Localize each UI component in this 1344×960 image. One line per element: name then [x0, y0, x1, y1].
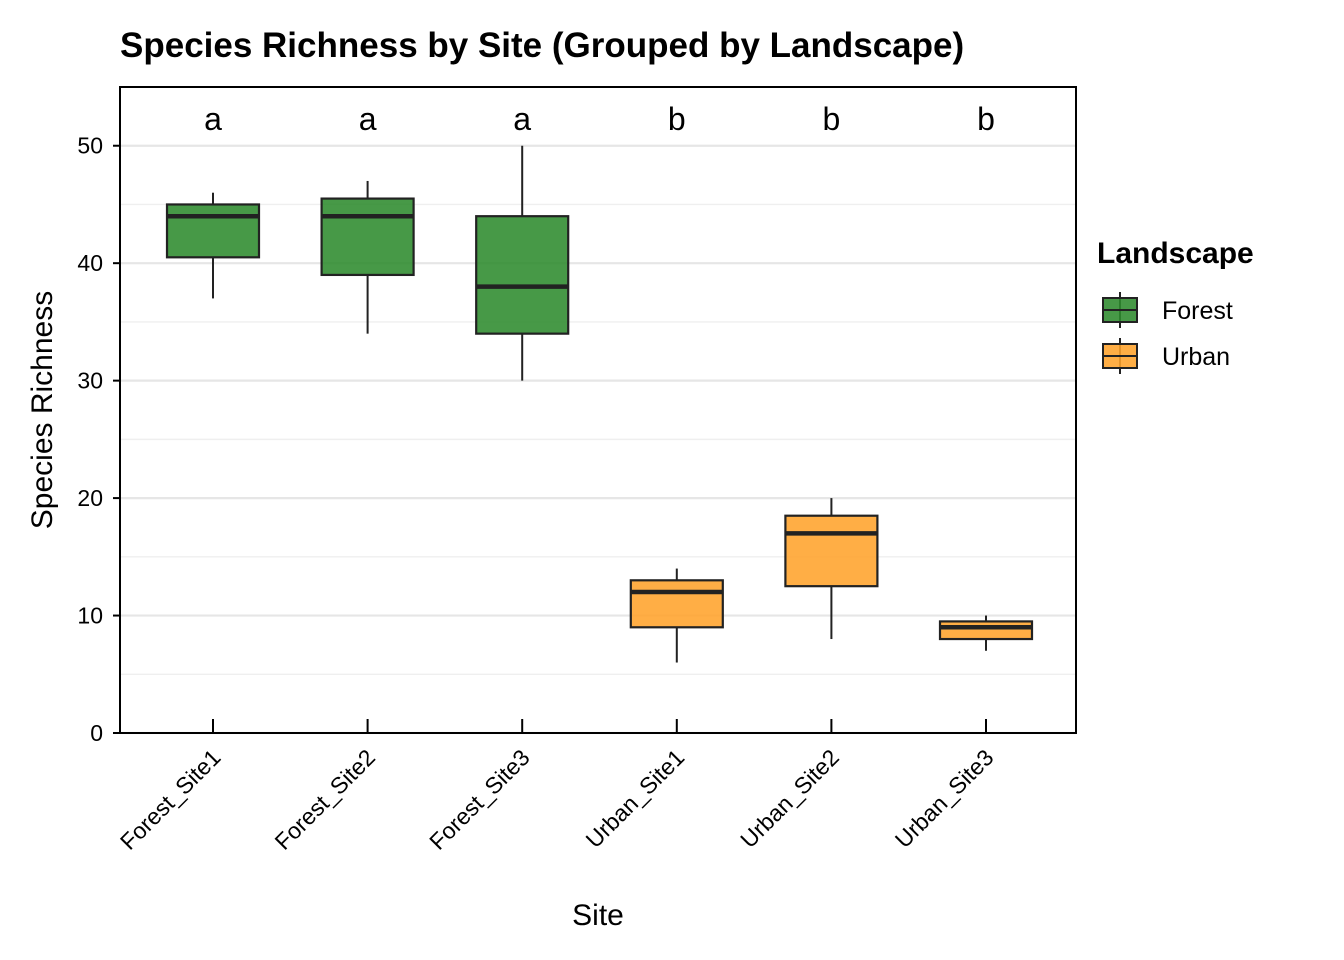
box-iqr: [784, 514, 879, 588]
box-urban-site2: [784, 498, 879, 640]
y-tick-label: 20: [77, 485, 103, 511]
box-iqr: [320, 197, 415, 277]
box-iqr: [938, 620, 1034, 641]
y-tick-label: 0: [90, 720, 103, 746]
legend-label: Urban: [1162, 343, 1230, 371]
y-axis: 0 10 20 30 40 50: [77, 133, 120, 746]
box-forest-site3: [475, 145, 570, 381]
y-axis-title: Species Richness: [26, 291, 59, 529]
y-tick-label: 30: [77, 368, 103, 394]
x-tick-label: Urban_Site2: [735, 744, 844, 853]
x-tick-label: Urban_Site1: [581, 744, 690, 853]
box-iqr: [165, 203, 261, 259]
box-forest-site2: [320, 180, 415, 334]
legend: Landscape Forest Urban: [1097, 237, 1254, 374]
y-tick-label: 50: [77, 133, 103, 159]
plot-border: [119, 86, 1077, 734]
box-series: [165, 145, 1034, 663]
x-axis-title: Site: [572, 899, 624, 932]
significance-letter: b: [977, 101, 995, 137]
box-urban-site3: [938, 615, 1034, 651]
box-iqr: [475, 215, 570, 335]
y-tick-label: 10: [77, 603, 103, 629]
chart-title: Species Richness by Site (Grouped by Lan…: [120, 26, 964, 65]
x-tick-label: Urban_Site3: [890, 744, 999, 853]
box-urban-site1: [629, 568, 724, 663]
significance-letter: b: [668, 101, 686, 137]
box-iqr: [629, 579, 724, 629]
significance-letter: a: [204, 101, 222, 137]
legend-item-urban: Urban: [1102, 338, 1230, 374]
legend-label: Forest: [1162, 297, 1233, 325]
x-tick-label: Forest_Site3: [424, 744, 535, 855]
significance-letter: a: [513, 101, 531, 137]
x-tick-label: Forest_Site2: [270, 744, 381, 855]
box-forest-site1: [165, 192, 261, 299]
legend-item-forest: Forest: [1102, 292, 1233, 328]
significance-letter: b: [823, 101, 841, 137]
x-tick-label: Forest_Site1: [115, 744, 226, 855]
x-axis: Forest_Site1 Forest_Site2 Forest_Site3 Urba…: [115, 719, 999, 855]
y-tick-label: 40: [77, 250, 103, 276]
plot-panel: [120, 87, 1076, 733]
legend-title: Landscape: [1097, 237, 1254, 270]
significance-letter: a: [359, 101, 377, 137]
